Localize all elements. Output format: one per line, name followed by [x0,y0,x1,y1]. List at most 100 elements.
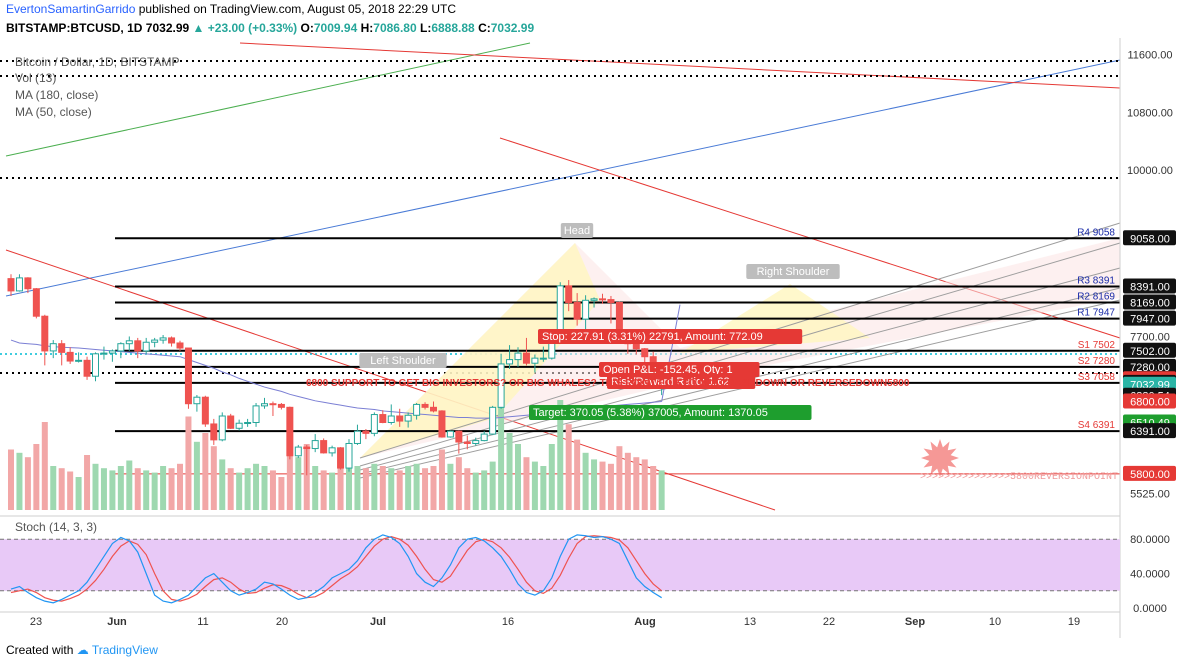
volume-bar [227,468,234,510]
close-label: C: [478,21,491,35]
candle-body [345,442,353,469]
volume-bar [464,468,471,510]
open-label: O: [300,21,314,35]
candle-body [480,433,488,442]
price-scale [1120,38,1188,638]
volume-bar [337,455,344,510]
red-trend-line-top [239,42,1121,89]
price-badge: 7502.00 [1130,346,1170,358]
volume-bar [67,471,74,510]
candle-body [590,298,598,301]
volume-bar [650,466,657,510]
volume-bar [303,444,310,510]
support-annotation: 6800 SUPPORT TO GET BIG INVESTORS? OR BI… [306,378,910,389]
candle-body [362,430,370,434]
candle-body [261,403,268,407]
candle-body [632,343,640,350]
candle-body [573,301,581,320]
candle-body [421,403,429,408]
volume-bar [523,457,530,510]
candle-body [41,315,49,352]
volume-bar [24,457,31,510]
volume-bar [160,466,167,510]
indicator-legend: MA (50, close) [15,105,92,119]
price-badge-bg [1123,465,1176,481]
price-badge-bg [1123,294,1176,310]
candle-body [252,405,260,424]
price-chart[interactable]: R4 9058 R3 8391 R2 8169 R1 7947 S1 7502 S2 72… [0,38,1188,638]
volume-bar [8,449,14,510]
volume-bar [565,424,572,510]
stoch-tick: 40.0000 [1130,569,1170,581]
candle-body [142,341,150,352]
volume-bar [616,446,623,510]
candle-body [49,343,57,352]
candle-body [455,430,463,443]
candle-body [100,352,108,355]
head-label-bg [560,223,594,238]
price-badge: 10000.00 [1127,165,1173,177]
volume-bar [413,463,420,510]
volume-bar [396,470,403,510]
candle-body [522,352,530,364]
volume-bar [405,466,412,510]
right-shoulder-label: Right Shoulder [757,266,830,278]
stoch-title: Stoch (14, 3, 3) [15,520,97,534]
candle-body [235,422,243,429]
volume-bar [489,461,496,510]
author-link[interactable]: EvertonSamartinGarrido [6,2,136,16]
risk-reward-label-bg [607,374,756,389]
candle-body [269,403,277,406]
candle-body [320,440,328,454]
volume-bar [591,459,598,510]
publish-info: published on TradingView.com, August 05,… [138,2,457,16]
chart-title: Bitcoin / Dollar, 1D, BITSTAMP [15,55,180,69]
price-badge: 6800.00 [1130,397,1170,409]
price-badge-bg [1123,310,1176,326]
volume-bar [531,461,538,510]
candle-body [184,347,192,405]
low-label: L: [420,21,432,35]
level-label-s2: S2 7280 [1078,356,1116,367]
volume-bar [633,457,640,510]
candle-body [294,446,302,457]
left-shoulder-label: Left Shoulder [370,355,436,367]
symbol-header: BITSTAMP:BTCUSD, 1D 7032.99 ▲ +23.00 (+0… [0,19,1188,38]
volume-bar [599,461,606,510]
x-tick-label: 11 [197,616,208,628]
candle-body [58,343,66,353]
candle-body [15,277,23,292]
target-label: Target: 370.05 (5.38%) 37005, Amount: 13… [533,407,768,419]
price-badge-bg [1123,423,1176,439]
price-badge-bg [1123,342,1176,358]
volume-bar [109,470,116,510]
candle-body [117,343,125,352]
tradingview-link[interactable]: TradingView [91,643,158,657]
candle-body [201,396,209,425]
volume-bar [92,463,99,510]
stoch-band [0,539,1120,591]
candle-body [24,277,32,290]
level-label-r4: R4 9058 [1077,227,1115,238]
volume-bar [582,452,589,510]
volume-bar [388,468,395,510]
volume-bar [329,472,336,510]
candle-body [582,299,590,320]
candle-body [311,440,319,450]
candle-body [125,340,133,345]
level-label-r3: R3 8391 [1077,275,1115,286]
volume-bar [286,449,293,510]
volume-bar [269,470,276,510]
price-badge: 6391.00 [1130,426,1170,438]
volume-bar [481,470,488,510]
open-pnl-label-bg [599,362,760,377]
candle-body [210,423,218,441]
price-badge-bg [1123,230,1176,246]
volume-bar [134,468,141,510]
price-badge: 8391.00 [1130,281,1170,293]
last-price: 7032.99 [145,21,190,35]
volume-bar [177,463,183,510]
open-pnl-label: Open P&L: -152.45, Qty: 1 [603,364,733,376]
target-label-bg [529,405,812,420]
volume-bar [607,463,614,510]
